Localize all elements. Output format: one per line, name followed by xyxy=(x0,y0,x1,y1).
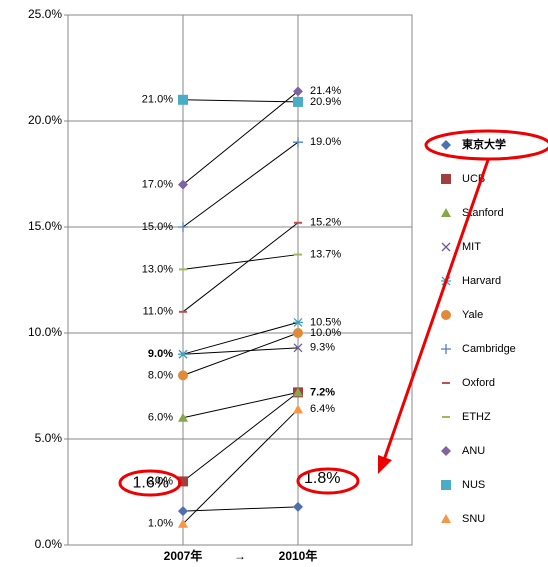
marker xyxy=(293,387,303,397)
marker xyxy=(441,208,451,217)
series-line xyxy=(182,506,299,512)
x-tick-label: 2007年 xyxy=(164,548,203,563)
marker xyxy=(178,179,188,190)
data-label: 13.7% xyxy=(310,248,341,260)
marker xyxy=(294,253,302,256)
marker xyxy=(441,480,451,490)
legend-label: 東京大学 xyxy=(462,137,506,151)
series-line xyxy=(182,321,299,355)
marker xyxy=(178,222,188,232)
data-label: 8.0% xyxy=(148,369,173,381)
series-line xyxy=(182,347,299,355)
marker xyxy=(293,343,303,353)
data-label: 1.0% xyxy=(148,518,173,530)
marker xyxy=(178,412,188,422)
y-tick-label: 0.0% xyxy=(35,537,63,551)
marker xyxy=(441,140,451,150)
marker xyxy=(442,382,450,384)
y-tick-label: 20.0% xyxy=(28,113,62,127)
marker xyxy=(293,96,303,107)
marker xyxy=(293,328,303,338)
data-label: 7.2% xyxy=(310,386,335,398)
legend-label: Yale xyxy=(462,309,483,321)
marker xyxy=(293,86,303,97)
marker xyxy=(178,94,188,105)
series-line xyxy=(182,222,299,313)
series-line xyxy=(182,99,299,103)
y-tick-label: 5.0% xyxy=(35,431,63,445)
legend-label: Cambridge xyxy=(462,343,516,355)
marker xyxy=(178,349,188,359)
legend-label: Stanford xyxy=(462,207,504,219)
legend-label: ETHZ xyxy=(462,411,491,423)
marker xyxy=(442,416,450,418)
highlight xyxy=(296,467,360,495)
data-label: 21.4% xyxy=(310,85,341,97)
series-line xyxy=(182,391,299,482)
y-tick-label: 10.0% xyxy=(28,325,62,339)
plot-area xyxy=(67,14,413,546)
data-label: 15.2% xyxy=(310,217,341,229)
marker xyxy=(179,268,187,271)
data-label: 19.0% xyxy=(310,136,341,148)
marker xyxy=(294,221,302,224)
marker xyxy=(441,174,451,184)
marker xyxy=(293,404,303,414)
legend-label: Harvard xyxy=(462,275,501,287)
data-label: 6.0% xyxy=(148,412,173,424)
data-label: 3.0% xyxy=(148,475,173,487)
arrow-head xyxy=(378,455,392,474)
data-label: 15.0% xyxy=(142,221,173,233)
marker xyxy=(441,344,451,354)
data-label: 1.8% xyxy=(304,470,340,487)
marker xyxy=(441,446,451,456)
data-label: 9.0% xyxy=(148,348,173,360)
data-label: 20.9% xyxy=(310,96,341,108)
data-label: 21.0% xyxy=(142,94,173,106)
data-label: 11.0% xyxy=(143,306,174,318)
data-label: 1.6% xyxy=(133,474,169,491)
marker xyxy=(441,242,451,252)
y-tick-label: 25.0% xyxy=(28,7,62,21)
series-line xyxy=(182,408,299,525)
data-label: 17.0% xyxy=(142,179,173,191)
marker xyxy=(178,370,188,381)
series-line xyxy=(182,391,299,419)
legend-label: NUS xyxy=(462,479,485,491)
data-label: 6.4% xyxy=(310,403,335,415)
series-line xyxy=(182,254,299,270)
legend-label: Oxford xyxy=(462,377,495,389)
data-label: 10.5% xyxy=(310,316,341,328)
highlight xyxy=(424,129,548,161)
data-label: 13.0% xyxy=(142,263,173,275)
marker xyxy=(441,514,451,523)
marker xyxy=(178,518,188,528)
marker xyxy=(179,310,187,313)
marker xyxy=(178,476,188,487)
legend-label: SNU xyxy=(462,513,485,525)
marker xyxy=(293,317,303,327)
data-label: 9.3% xyxy=(310,342,335,354)
marker xyxy=(441,310,451,320)
x-annotation: → xyxy=(234,549,246,563)
marker xyxy=(178,506,188,517)
highlight xyxy=(118,469,182,497)
marker xyxy=(293,137,303,148)
marker xyxy=(293,501,303,512)
marks: 0.0% 5.0% 10.0% 15.0% 20.0% 25.0% 2007年 2010年 1.… xyxy=(28,7,516,563)
legend-label: ANU xyxy=(462,445,485,457)
y-tick-label: 15.0% xyxy=(28,219,62,233)
series-line xyxy=(182,332,299,376)
legend-label: MIT xyxy=(462,241,481,253)
series-line xyxy=(182,90,299,185)
arrow xyxy=(382,159,490,461)
x-tick-label: 2010年 xyxy=(279,548,318,563)
data-label: 10.0% xyxy=(310,327,341,339)
series-line xyxy=(182,141,299,228)
